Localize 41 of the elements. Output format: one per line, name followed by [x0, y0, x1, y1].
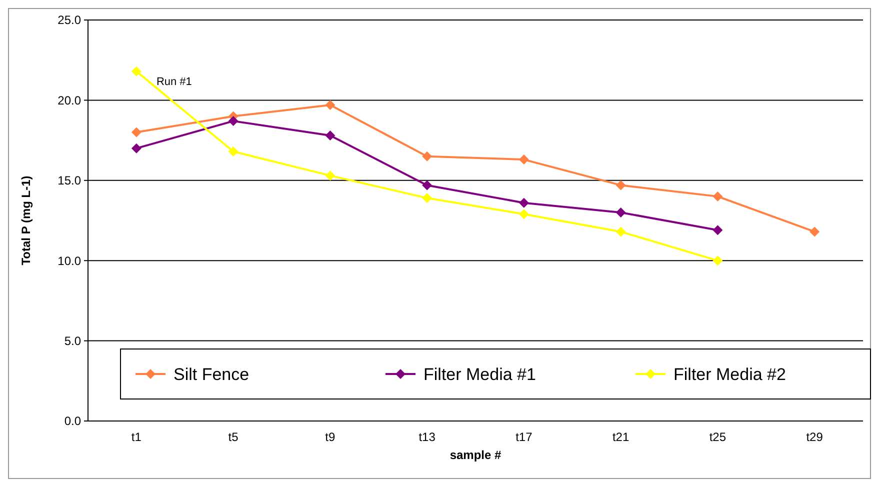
legend-label: Silt Fence — [174, 364, 250, 384]
point — [228, 116, 238, 126]
y-tick-label: 10.0 — [58, 254, 82, 268]
point — [712, 191, 723, 202]
x-tick-label: t9 — [325, 430, 336, 444]
x-tick-label: t13 — [418, 430, 436, 444]
x-tick-label: t21 — [612, 430, 630, 444]
point — [131, 66, 142, 76]
point — [712, 225, 723, 236]
point — [422, 180, 432, 190]
point — [325, 170, 336, 181]
point — [518, 198, 529, 208]
x-tick-label: t1 — [131, 430, 142, 444]
point — [518, 154, 529, 165]
point — [712, 256, 723, 266]
point — [616, 226, 626, 237]
x-tick-label: t5 — [228, 430, 239, 444]
x-tick-label: t25 — [709, 430, 726, 444]
point — [325, 130, 336, 140]
legend-label: Filter Media #2 — [674, 364, 786, 384]
point — [422, 151, 432, 162]
x-tick-label: t17 — [516, 430, 533, 444]
annotation: Run #1 — [156, 76, 192, 88]
x-tick-label: t29 — [806, 430, 824, 444]
point — [422, 193, 432, 204]
legend-label: Filter Media #1 — [424, 364, 536, 384]
point — [131, 127, 142, 138]
x-axis-title: sample # — [450, 448, 502, 462]
point — [616, 207, 626, 218]
point — [616, 180, 626, 190]
y-tick-label: 25.0 — [58, 13, 82, 28]
point — [325, 100, 336, 110]
y-axis-title: Total P (mg L-1) — [19, 176, 33, 266]
y-tick-label: 5.0 — [64, 334, 82, 348]
point — [518, 209, 529, 220]
y-tick-label: 15.0 — [58, 174, 82, 188]
point — [131, 143, 142, 154]
point — [228, 146, 238, 157]
y-tick-label: 0.0 — [64, 414, 82, 428]
y-tick-label: 20.0 — [58, 93, 82, 108]
point — [810, 226, 820, 237]
